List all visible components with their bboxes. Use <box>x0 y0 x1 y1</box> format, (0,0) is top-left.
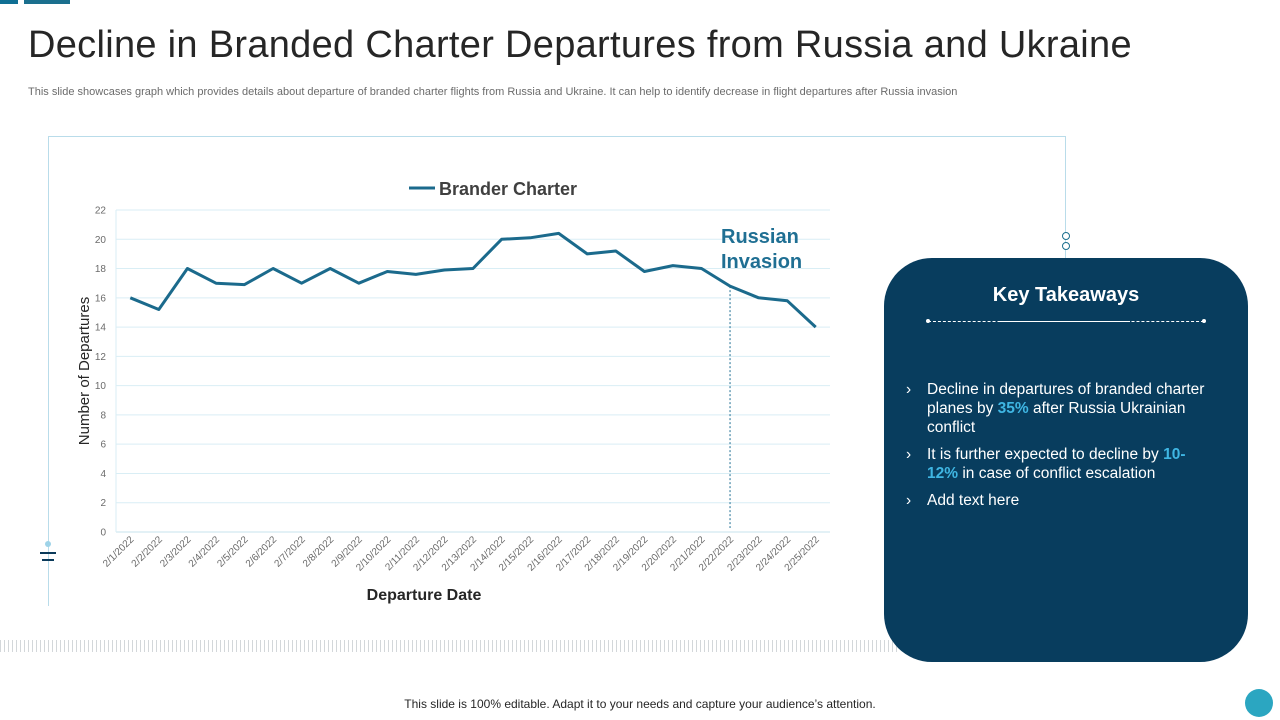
footer-note: This slide is 100% editable. Adapt it to… <box>404 697 876 711</box>
y-tick-label: 4 <box>100 469 106 480</box>
top-accent-bar-1 <box>0 0 18 4</box>
series-line-brander-charter <box>129 231 817 329</box>
takeaway-text-end: in case of conflict escalation <box>958 465 1156 482</box>
chevron-right-icon: › <box>906 446 912 463</box>
takeaway-item: › Decline in departures of branded chart… <box>906 380 1216 437</box>
takeaways-list: › Decline in departures of branded chart… <box>906 380 1216 518</box>
y-tick-label: 10 <box>95 381 107 392</box>
frame-mark-1 <box>40 552 56 554</box>
panel-divider-center <box>1000 321 1130 322</box>
y-tick-label: 18 <box>95 264 107 275</box>
takeaway-highlight: 35% <box>997 400 1029 417</box>
y-tick-label: 8 <box>100 410 106 421</box>
frame-mark-2 <box>42 559 54 561</box>
y-tick-label: 16 <box>95 293 107 304</box>
y-tick-label: 12 <box>95 352 107 363</box>
top-accent-bar-2 <box>24 0 70 4</box>
key-takeaways-panel: Key Takeaways › Decline in departures of… <box>884 258 1248 662</box>
annotation-russian: Russian <box>721 226 799 248</box>
y-tick-label: 0 <box>100 528 106 539</box>
decorative-hatch-strip <box>0 640 900 652</box>
annotation-invasion: Invasion <box>721 251 802 273</box>
takeaway-text: Decline in departures of branded charter… <box>927 381 1205 417</box>
takeaway-text: It is further expected to decline by <box>927 446 1164 463</box>
page-title: Decline in Branded Charter Departures fr… <box>28 24 1132 66</box>
line-chart: 0 2 4 6 8 10 12 14 16 18 20 22 2/1/20222/2/20222/3/… <box>76 179 830 604</box>
frame-connector-dot-2 <box>1062 242 1070 250</box>
y-axis-ticks: 0 2 4 6 8 10 12 14 16 18 20 22 <box>95 206 107 539</box>
chevron-right-icon: › <box>906 492 912 509</box>
frame-connector-dot-1 <box>1062 232 1070 240</box>
page-subtitle: This slide showcases graph which provide… <box>28 86 958 98</box>
chart-gridlines <box>115 209 830 533</box>
takeaway-highlight: 10-12% <box>927 446 1186 482</box>
frame-connector-dot-left <box>45 541 51 547</box>
takeaway-text: Add text here <box>927 492 1020 509</box>
legend-label: Brander Charter <box>439 179 577 199</box>
y-tick-label: 22 <box>95 206 107 217</box>
corner-decoration <box>1245 689 1273 717</box>
takeaway-text-end: after Russia Ukrainian conflict <box>927 400 1186 436</box>
chevron-right-icon: › <box>906 381 912 398</box>
takeaway-item: › It is further expected to decline by 1… <box>906 445 1216 483</box>
x-axis-label: Departure Date <box>367 587 482 604</box>
y-tick-label: 20 <box>95 235 107 246</box>
y-axis-label: Number of Departures <box>76 297 93 445</box>
y-tick-label: 14 <box>95 323 107 334</box>
x-axis-ticks: 2/1/20222/2/20222/3/20222/4/20222/5/2022… <box>101 534 822 574</box>
y-tick-label: 2 <box>100 498 106 509</box>
y-tick-label: 6 <box>100 440 106 451</box>
takeaway-item: › Add text here <box>906 491 1216 510</box>
key-takeaways-title: Key Takeaways <box>992 284 1140 306</box>
